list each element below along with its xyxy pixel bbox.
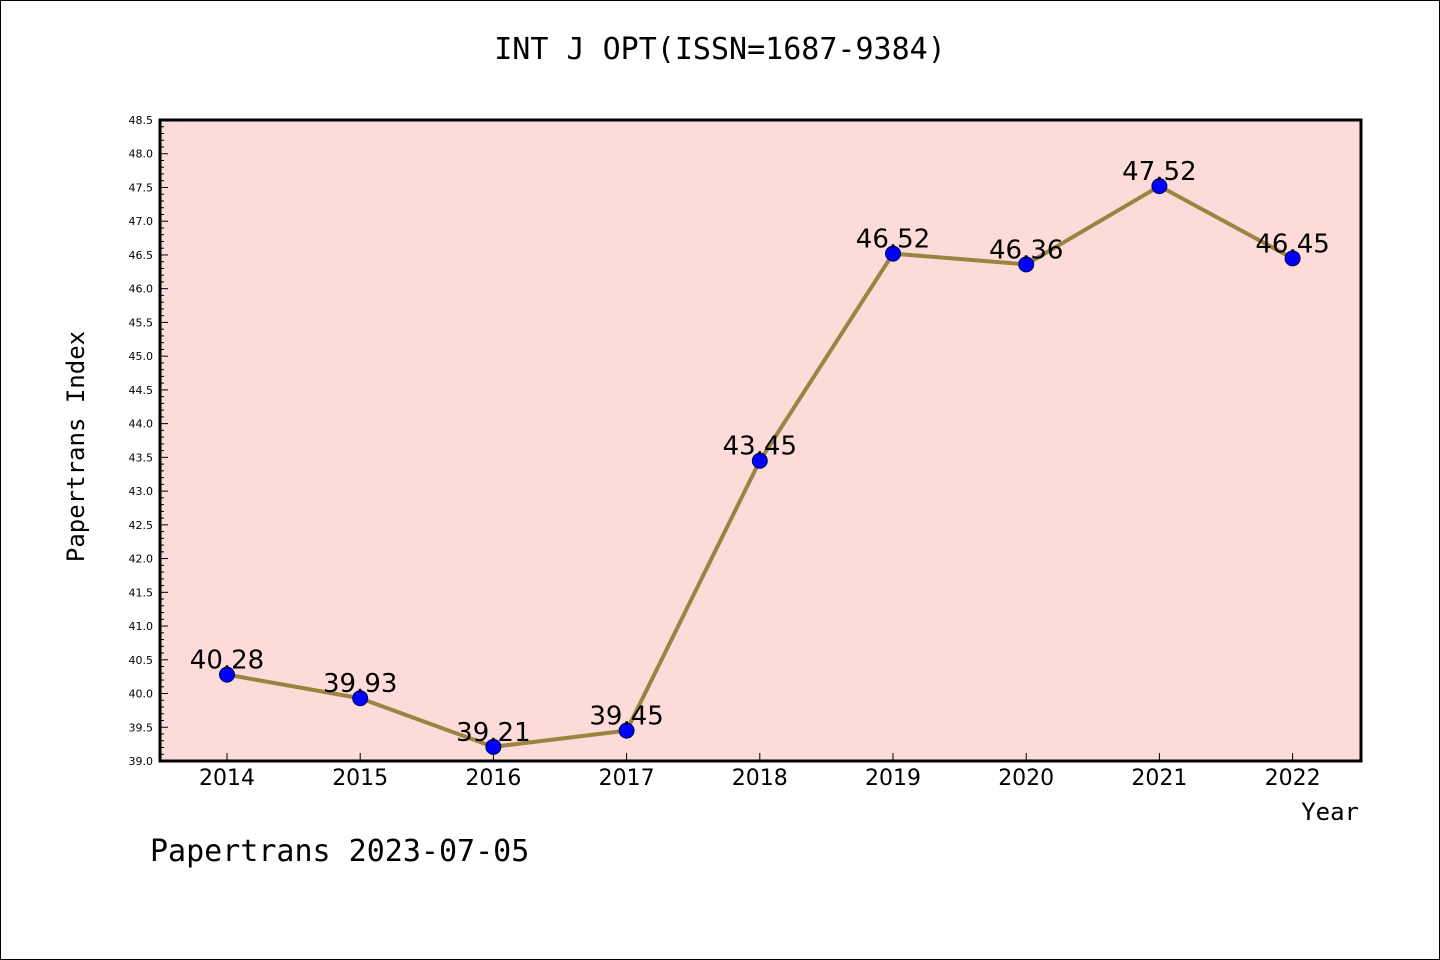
data-point [1284, 250, 1301, 267]
data-point [885, 245, 901, 262]
y-tick-label: 43.5 [129, 451, 154, 464]
data-label: 39.45 [589, 702, 663, 732]
y-tick-label: 43.0 [129, 485, 154, 498]
data-point [618, 722, 635, 739]
y-tick-label: 48.5 [129, 114, 154, 127]
data-label: 43.45 [723, 432, 797, 462]
data-point [751, 452, 768, 469]
x-axis-label: Year [1301, 798, 1359, 826]
data-point [219, 666, 235, 683]
data-labels: 40.28 39.93 39.21 39.45 43.45 46.52 46.36 47.52… [190, 157, 1330, 748]
data-label: 39.93 [323, 669, 397, 699]
y-axis-label: Papertrans Index [62, 331, 90, 562]
x-tick-label: 2021 [1131, 766, 1187, 791]
x-axis: 2014 2015 2016 2017 2018 2019 2020 2021 2022 [199, 753, 1321, 791]
x-tick-label: 2019 [865, 766, 921, 791]
x-tick-label: 2018 [732, 766, 788, 791]
data-point [1018, 256, 1035, 273]
y-tick-label: 45.5 [129, 316, 154, 329]
data-point [1151, 178, 1168, 195]
y-tick-label: 47.5 [129, 181, 154, 194]
plot-border [158, 118, 1363, 763]
data-label: 46.52 [856, 225, 930, 255]
chart-title: INT J OPT(ISSN=1687-9384) [494, 32, 946, 67]
y-tick-label: 48.0 [129, 148, 154, 161]
data-point [352, 690, 369, 707]
y-tick-label: 40.5 [129, 654, 154, 667]
y-tick-label: 44.5 [129, 384, 154, 397]
y-tick-label: 44.0 [129, 418, 154, 431]
y-tick-label: 39.0 [129, 755, 154, 768]
footer-caption: Papertrans 2023-07-05 [150, 834, 530, 869]
x-tick-label: 2020 [998, 766, 1054, 791]
y-tick-label: 41.5 [129, 586, 154, 599]
y-tick-label: 41.0 [129, 620, 154, 633]
data-label: 40.28 [190, 646, 264, 676]
data-points [219, 178, 1301, 755]
x-tick-label: 2014 [199, 766, 255, 791]
y-tick-label: 39.5 [129, 721, 154, 734]
plot-area [160, 120, 1361, 761]
y-tick-label: 40.0 [129, 688, 154, 701]
y-tick-label: 42.5 [129, 519, 154, 532]
x-tick-label: 2017 [599, 766, 655, 791]
x-tick-label: 2022 [1265, 766, 1321, 791]
data-point [485, 738, 502, 755]
x-tick-label: 2015 [332, 766, 388, 791]
x-tick-label: 2016 [465, 766, 521, 791]
y-tick-label: 46.5 [129, 249, 154, 262]
data-label: 39.21 [456, 718, 530, 748]
data-label: 46.45 [1255, 229, 1329, 259]
y-tick-label: 46.0 [129, 283, 154, 296]
y-tick-label: 45.0 [129, 350, 154, 363]
y-tick-label: 47.0 [129, 215, 154, 228]
data-label: 47.52 [1122, 157, 1196, 187]
y-tick-label: 42.0 [129, 553, 154, 566]
data-label: 46.36 [989, 235, 1063, 265]
